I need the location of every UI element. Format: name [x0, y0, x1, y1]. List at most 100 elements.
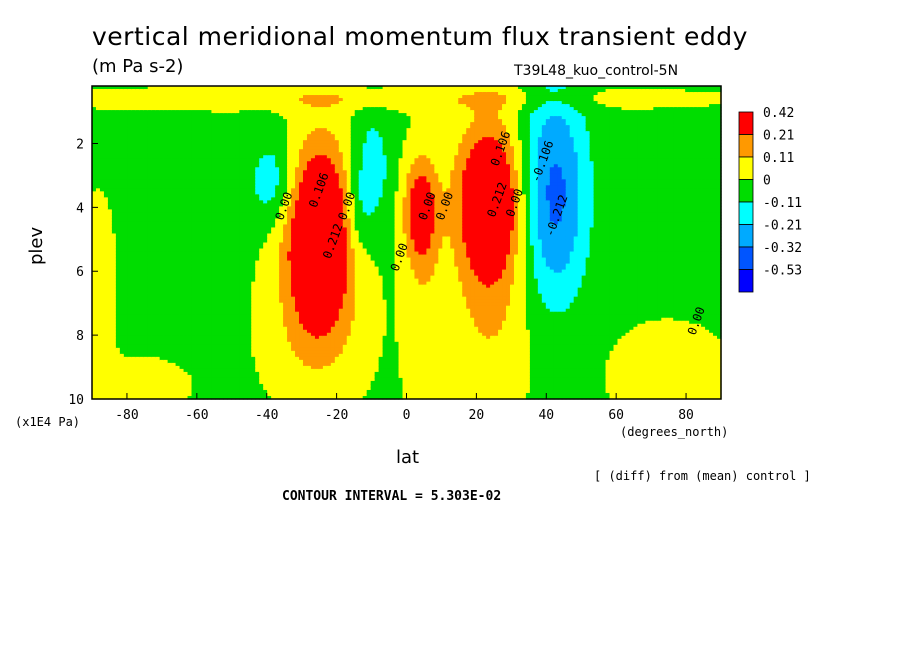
field-cell — [95, 173, 101, 177]
field-cell — [127, 143, 133, 147]
field-cell — [127, 317, 133, 322]
field-cell — [131, 218, 137, 223]
field-cell — [107, 92, 113, 96]
field-cell — [99, 332, 105, 337]
field-cell — [131, 224, 137, 229]
field-cell — [127, 338, 133, 343]
field-cell — [99, 122, 105, 126]
field-cell — [99, 377, 105, 382]
field-cell — [127, 383, 133, 388]
field-cell — [127, 263, 133, 268]
field-cell — [95, 122, 101, 126]
field-cell — [111, 329, 117, 334]
field-cell — [92, 350, 97, 355]
field-cell — [123, 314, 129, 319]
field-cell — [127, 167, 133, 171]
field-cell — [127, 320, 133, 325]
field-cell — [99, 338, 105, 343]
field-cell — [123, 395, 129, 400]
field-cell — [119, 155, 125, 159]
field-cell — [123, 137, 129, 141]
field-cell — [99, 245, 105, 250]
field-cell — [115, 179, 121, 183]
field-cell — [119, 92, 125, 96]
field-cell — [131, 191, 137, 195]
field-cell — [99, 107, 105, 111]
field-cell — [131, 227, 137, 232]
field-cell — [119, 395, 125, 400]
field-cell — [95, 236, 101, 241]
field-cell — [115, 104, 121, 108]
field-cell — [115, 347, 121, 352]
field-cell — [135, 137, 141, 141]
field-cell — [99, 206, 105, 210]
field-cell — [131, 338, 137, 343]
field-cell — [111, 104, 117, 108]
field-cell — [127, 188, 133, 192]
field-cell — [95, 167, 101, 171]
field-cell — [99, 269, 105, 274]
field-cell — [123, 272, 129, 277]
field-cell — [135, 242, 141, 247]
field-cell — [95, 260, 101, 265]
field-cell — [119, 335, 125, 340]
field-cell — [107, 353, 113, 358]
field-cell — [135, 305, 141, 310]
field-cell — [111, 272, 117, 277]
field-cell — [123, 140, 129, 144]
field-cell — [99, 362, 105, 367]
field-cell — [139, 143, 145, 147]
field-cell — [139, 227, 145, 232]
field-cell — [119, 245, 125, 250]
field-cell — [103, 209, 109, 213]
field-cell — [92, 125, 97, 129]
field-cell — [92, 347, 97, 352]
field-cell — [119, 320, 125, 325]
field-cell — [95, 308, 101, 313]
field-cell — [92, 290, 97, 295]
field-cell — [131, 251, 137, 256]
field-cell — [115, 368, 121, 373]
field-cell — [111, 116, 117, 120]
field-cell — [111, 212, 117, 217]
field-cell — [127, 95, 133, 99]
field-cell — [99, 218, 105, 223]
field-cell — [139, 158, 145, 162]
field-cell — [95, 239, 101, 244]
field-cell — [115, 119, 121, 123]
field-cell — [127, 257, 133, 262]
field-cell — [92, 254, 97, 259]
field-cell — [107, 296, 113, 301]
field-cell — [111, 134, 117, 138]
field-cell — [119, 356, 125, 361]
field-cell — [131, 131, 137, 135]
field-cell — [107, 287, 113, 292]
field-cell — [111, 326, 117, 331]
field-cell — [95, 380, 101, 385]
field-cell — [115, 98, 121, 102]
field-cell — [99, 317, 105, 322]
field-cell — [139, 341, 145, 346]
field-cell — [99, 263, 105, 268]
field-cell — [107, 323, 113, 328]
field-cell — [107, 383, 113, 388]
field-cell — [95, 317, 101, 322]
field-cell — [111, 107, 117, 111]
field-cell — [111, 95, 117, 99]
field-cell — [115, 215, 121, 220]
field-cell — [131, 272, 137, 277]
field-cell — [123, 371, 129, 376]
field-cell — [143, 101, 149, 105]
field-cell — [139, 203, 145, 207]
field-cell — [119, 185, 125, 189]
field-cell — [107, 374, 113, 379]
field-cell — [95, 86, 101, 90]
field-cell — [103, 203, 109, 207]
field-cell — [123, 167, 129, 171]
field-cell — [131, 230, 137, 235]
field-cell — [139, 242, 145, 247]
field-cell — [127, 119, 133, 123]
field-cell — [135, 233, 141, 238]
field-cell — [107, 164, 113, 168]
field-cell — [127, 278, 133, 283]
